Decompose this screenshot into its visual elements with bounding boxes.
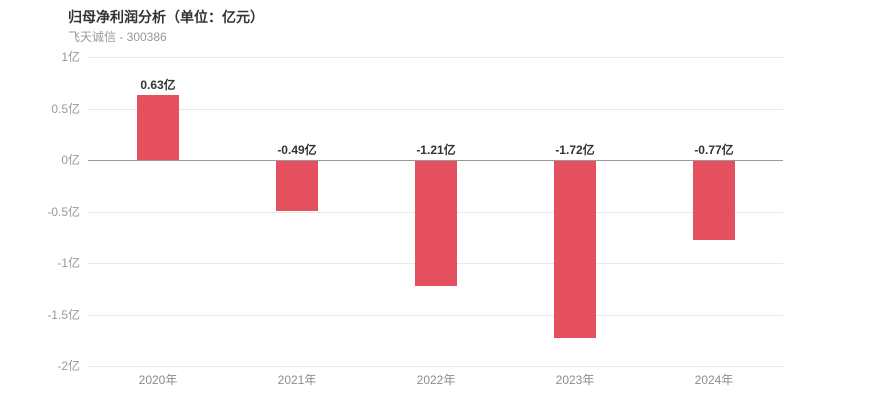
y-axis-label: 0.5亿	[51, 102, 80, 116]
chart-title: 归母净利润分析（单位：亿元）	[68, 9, 264, 25]
bar-2021[interactable]	[276, 161, 318, 211]
bar-value-label-2021: -0.49亿	[277, 143, 317, 157]
bar-2024[interactable]	[693, 161, 735, 240]
zero-axis-line	[88, 160, 783, 161]
bar-value-label-2020: 0.63亿	[140, 78, 176, 92]
y-axis-label: 1亿	[61, 50, 80, 64]
bar-2023[interactable]	[554, 161, 596, 338]
chart-subtitle: 飞天诚信 - 300386	[68, 30, 167, 44]
y-gridline	[88, 109, 783, 110]
bar-value-label-2022: -1.21亿	[416, 143, 456, 157]
y-gridline	[88, 315, 783, 316]
x-axis-label-2023: 2023年	[555, 373, 595, 387]
bar-2022[interactable]	[415, 161, 457, 286]
x-axis-label-2024: 2024年	[694, 373, 734, 387]
y-axis-label: -0.5亿	[47, 205, 80, 219]
y-gridline	[88, 366, 783, 367]
y-axis-label: -1.5亿	[47, 308, 80, 322]
bar-2020[interactable]	[137, 95, 179, 160]
y-axis-label: 0亿	[61, 153, 80, 167]
x-axis-label-2020: 2020年	[138, 373, 178, 387]
y-axis-label: -2亿	[57, 359, 80, 373]
bar-value-label-2024: -0.77亿	[694, 143, 734, 157]
bar-value-label-2023: -1.72亿	[555, 143, 595, 157]
y-gridline	[88, 57, 783, 58]
x-axis-label-2021: 2021年	[277, 373, 317, 387]
y-axis-label: -1亿	[57, 256, 80, 270]
x-axis-label-2022: 2022年	[416, 373, 456, 387]
